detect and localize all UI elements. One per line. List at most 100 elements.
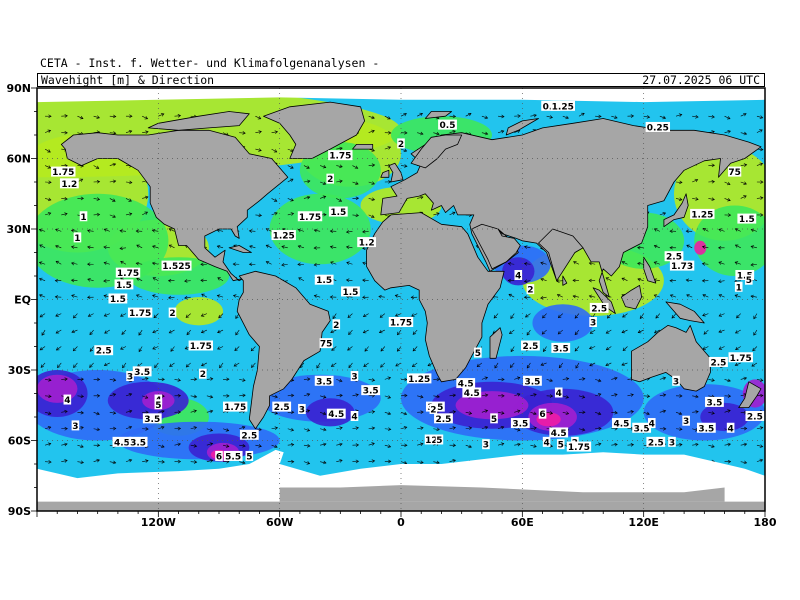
arrow-head [96,377,101,382]
north-america [60,129,289,282]
arrow-head [573,261,577,265]
direction-arrow [222,444,229,447]
direction-arrow [692,395,699,398]
arrow-head [694,178,699,183]
arrow-head [653,244,658,249]
wave-zone [269,193,371,265]
arrow-head [760,180,764,184]
arrow-head [678,411,683,416]
wave-height-label: 5 [474,347,482,359]
direction-arrow [702,263,709,265]
arrow-head [404,393,408,398]
direction-arrow [384,412,391,415]
arrow-head [549,444,554,448]
label-text: 4.5 [551,429,567,439]
arrow-head [323,442,327,447]
arrow-head [233,363,238,367]
direction-arrow [400,165,407,167]
label-box [589,302,609,313]
arrow-head [145,427,149,431]
wave-height-label: 1.75 [388,317,414,329]
direction-arrow [740,132,747,135]
arrow-head [685,278,690,283]
arrow-head [152,346,156,350]
arrow-head [686,294,690,298]
arrow-head [298,277,302,281]
direction-arrow [578,378,585,380]
arrow-head [540,261,544,266]
arrow-head [549,411,554,415]
label-text: 2.5 [96,347,112,357]
arrow-head [242,460,246,465]
arrow-head [103,279,107,283]
arrow-head [501,114,505,119]
arrow-head [558,364,563,369]
arrow-head [565,411,570,415]
direction-arrow [77,461,84,463]
direction-arrow [152,295,159,298]
arrow-head [209,459,214,463]
wave-height-label: 2 [199,368,207,380]
wave-height-label: 3.5 [705,396,724,408]
direction-arrow [384,146,391,150]
direction-arrow [152,277,159,281]
arrow-head [371,459,376,463]
wave-height-label: 3 [350,371,359,383]
arrow-head [727,442,731,447]
label-text: 3 [299,405,305,415]
arrow-head [743,376,748,381]
arrow-head [273,198,278,202]
arrow-head [291,459,295,464]
direction-arrow [142,131,149,133]
arrow-head [103,261,108,265]
direction-arrow [218,313,224,318]
latitude-labels: 90N 60N 30N EQ 30S 60S 90S [6,82,31,518]
arrow-head [510,315,514,319]
arrow-head [232,262,236,266]
arrow-head [412,331,417,335]
wave-height-label: 3.5 [128,436,148,448]
arrow-head [39,294,43,298]
direction-arrow [364,346,369,352]
direction-arrow [654,245,660,249]
direction-arrow [109,132,116,134]
arrow-head [136,244,140,248]
arrow-head [152,245,156,249]
arrow-head [96,411,100,416]
direction-arrow [299,362,305,368]
direction-arrow [675,428,683,430]
label-text: 3.5 [698,424,714,434]
australia [631,324,711,392]
direction-arrow [71,230,78,232]
direction-arrow [542,313,547,319]
arrow-head [702,313,706,317]
label-box [114,279,134,290]
arrow-head [169,363,173,367]
label-box [429,403,438,414]
direction-arrow [702,294,709,298]
direction-arrow [287,444,294,446]
arrow-head [161,460,165,464]
direction-arrow [87,230,94,232]
direction-arrow [692,179,698,183]
direction-arrow [170,346,175,352]
arrow-head [588,261,593,266]
label-box [523,375,542,386]
arrow-head [607,315,611,319]
label-box [161,260,192,271]
wave-height-label: 4 [63,394,72,406]
arabia [471,223,521,270]
direction-arrow [397,346,402,352]
direction-arrow [558,329,563,335]
label-box [168,307,177,318]
direction-arrow [266,244,272,249]
direction-arrow [756,115,763,119]
direction-arrow [89,346,94,352]
label-text: 1.25 [552,102,574,112]
arrow-head [103,313,108,317]
arrow-head [525,314,529,318]
direction-arrow [526,329,531,336]
arrow-head [128,129,133,134]
wave-height-label: 1 [79,211,88,223]
arrow-head [128,458,133,463]
